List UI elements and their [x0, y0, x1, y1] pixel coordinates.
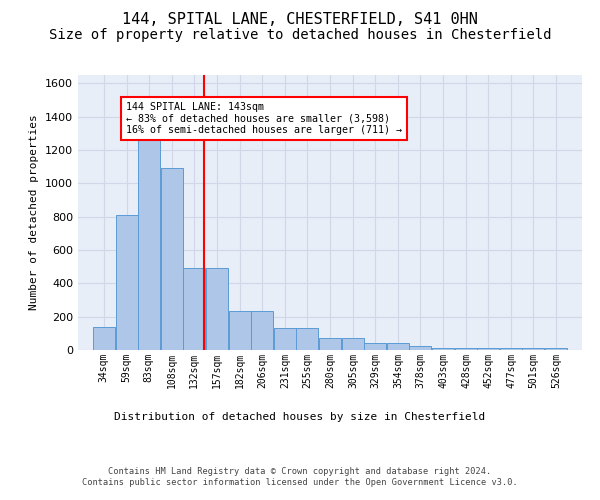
Text: 144, SPITAL LANE, CHESTERFIELD, S41 0HN: 144, SPITAL LANE, CHESTERFIELD, S41 0HN	[122, 12, 478, 28]
Bar	[161, 168, 183, 350]
Bar	[116, 215, 138, 350]
Bar	[477, 348, 499, 350]
Bar	[455, 348, 477, 350]
Bar	[342, 338, 364, 350]
Bar	[319, 338, 341, 350]
Text: Distribution of detached houses by size in Chesterfield: Distribution of detached houses by size …	[115, 412, 485, 422]
Bar	[296, 328, 318, 350]
Text: Contains HM Land Registry data © Crown copyright and database right 2024.
Contai: Contains HM Land Registry data © Crown c…	[82, 468, 518, 487]
Bar	[545, 348, 568, 350]
Bar	[206, 268, 228, 350]
Text: Size of property relative to detached houses in Chesterfield: Size of property relative to detached ho…	[49, 28, 551, 42]
Bar	[137, 134, 160, 350]
Bar	[522, 348, 544, 350]
Bar	[251, 311, 273, 350]
Bar	[92, 326, 115, 350]
Y-axis label: Number of detached properties: Number of detached properties	[29, 114, 40, 310]
Bar	[500, 348, 523, 350]
Bar	[183, 268, 205, 350]
Text: 144 SPITAL LANE: 143sqm
← 83% of detached houses are smaller (3,598)
16% of semi: 144 SPITAL LANE: 143sqm ← 83% of detache…	[126, 102, 402, 135]
Bar	[387, 344, 409, 350]
Bar	[409, 346, 431, 350]
Bar	[274, 328, 296, 350]
Bar	[364, 344, 386, 350]
Bar	[432, 348, 454, 350]
Bar	[229, 311, 251, 350]
